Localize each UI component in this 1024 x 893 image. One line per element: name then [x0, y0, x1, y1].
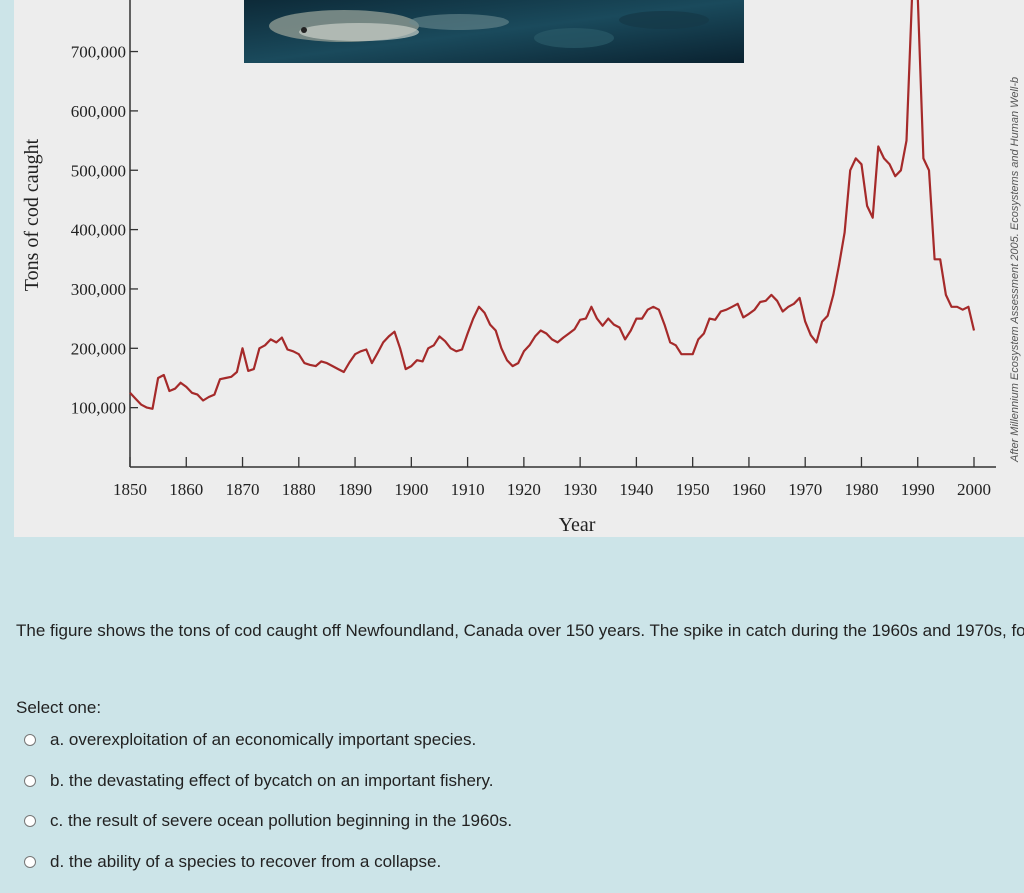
radio-b-icon[interactable]	[24, 775, 36, 787]
radio-d-icon[interactable]	[24, 856, 36, 868]
x-tick-label: 1940	[619, 480, 653, 499]
option-d-label: d. the ability of a species to recover f…	[50, 852, 442, 871]
x-tick-label: 1850	[113, 480, 147, 499]
y-tick-label: 100,000	[71, 399, 126, 418]
y-axis-label: Tons of cod caught	[21, 138, 43, 291]
x-tick-label: 1960	[732, 480, 766, 499]
option-b-label: b. the devastating effect of bycatch on …	[50, 771, 494, 790]
question-text: The figure shows the tons of cod caught …	[16, 621, 1024, 640]
x-tick-label: 1930	[563, 480, 597, 499]
x-tick-label: 1900	[394, 480, 428, 499]
cod-photo	[244, 0, 744, 63]
y-tick-label: 300,000	[71, 280, 126, 299]
source-credit: After Millennium Ecosystem Assessment 20…	[1009, 77, 1021, 463]
option-a-label: a. overexploitation of an economically i…	[50, 730, 477, 749]
cod-catch-chart: 100,000 200,000 300,000 400,000 500,000 600,0…	[21, 0, 1021, 536]
x-tick-label: 1870	[226, 480, 260, 499]
x-tick-label: 1910	[451, 480, 485, 499]
x-tick-label: 1990	[901, 480, 935, 499]
x-tick-label: 1980	[844, 480, 878, 499]
x-axis-label: Year	[559, 514, 596, 536]
x-tick-label: 2000	[957, 480, 991, 499]
option-c[interactable]: c. the result of severe ocean pollution …	[24, 807, 512, 835]
y-tick-label: 400,000	[71, 221, 126, 240]
catch-series-line	[129, 0, 976, 410]
x-tick-label: 1950	[676, 480, 710, 499]
option-a[interactable]: a. overexploitation of an economically i…	[24, 726, 476, 754]
x-tick-label: 1890	[338, 480, 372, 499]
x-tick-label: 1860	[169, 480, 203, 499]
y-tick-label: 500,000	[71, 161, 126, 180]
option-b[interactable]: b. the devastating effect of bycatch on …	[24, 767, 494, 795]
radio-a-icon[interactable]	[24, 734, 36, 746]
select-one-label: Select one:	[16, 698, 102, 717]
chart-figure: 100,000 200,000 300,000 400,000 500,000 600,0…	[14, 0, 1024, 537]
x-tick-label: 1880	[282, 480, 316, 499]
option-c-label: c. the result of severe ocean pollution …	[50, 811, 513, 830]
x-tick-label: 1920	[507, 480, 541, 499]
option-d[interactable]: d. the ability of a species to recover f…	[24, 848, 441, 876]
y-tick-label: 200,000	[71, 339, 126, 358]
x-tick-label: 1970	[788, 480, 822, 499]
y-tick-label: 700,000	[71, 43, 126, 62]
y-tick-label: 600,000	[71, 102, 126, 121]
radio-c-icon[interactable]	[24, 815, 36, 827]
